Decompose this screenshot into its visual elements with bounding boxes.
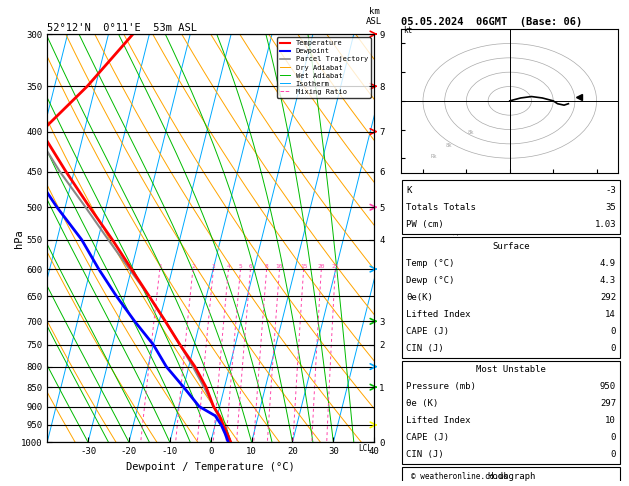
Text: 4.3: 4.3 [600,276,616,285]
Text: 4.9: 4.9 [600,259,616,268]
Text: K: K [406,186,411,195]
Text: CAPE (J): CAPE (J) [406,434,449,442]
Text: 292: 292 [600,293,616,302]
Text: 6: 6 [248,264,252,269]
Text: kt: kt [403,26,413,35]
Text: Rk: Rk [431,154,437,159]
Text: Hodograph: Hodograph [487,472,535,481]
Text: Surface: Surface [493,242,530,251]
Bar [402,180,620,234]
Text: 8k: 8k [446,143,452,148]
Text: -3: -3 [605,186,616,195]
Text: 05.05.2024  06GMT  (Base: 06): 05.05.2024 06GMT (Base: 06) [401,17,582,27]
Text: 4: 4 [226,264,230,269]
Text: 0: 0 [611,327,616,336]
Text: Lifted Index: Lifted Index [406,417,470,425]
Text: CAPE (J): CAPE (J) [406,327,449,336]
Text: km
ASL: km ASL [366,7,382,26]
Text: 52°12'N  0°11'E  53m ASL: 52°12'N 0°11'E 53m ASL [47,23,197,33]
Text: 0: 0 [611,434,616,442]
X-axis label: Dewpoint / Temperature (°C): Dewpoint / Temperature (°C) [126,462,295,472]
Text: 3: 3 [211,264,215,269]
Bar [402,237,620,358]
Text: θe(K): θe(K) [406,293,433,302]
Text: CIN (J): CIN (J) [406,450,443,459]
Text: 0: 0 [611,344,616,353]
Text: CIN (J): CIN (J) [406,344,443,353]
Text: θe (K): θe (K) [406,399,438,408]
Text: 5: 5 [238,264,242,269]
Text: 10: 10 [276,264,283,269]
Text: 1.03: 1.03 [594,220,616,229]
Text: Totals Totals: Totals Totals [406,203,476,212]
Text: hPa: hPa [14,229,25,247]
Text: 1: 1 [158,264,162,269]
Legend: Temperature, Dewpoint, Parcel Trajectory, Dry Adiabat, Wet Adiabat, Isotherm, Mi: Temperature, Dewpoint, Parcel Trajectory… [277,37,370,98]
Text: 8: 8 [265,264,269,269]
Text: 297: 297 [600,399,616,408]
Text: 25: 25 [331,264,339,269]
Text: 950: 950 [600,382,616,391]
Text: 2: 2 [191,264,195,269]
Text: 35: 35 [605,203,616,212]
Text: 20: 20 [318,264,325,269]
Text: Temp (°C): Temp (°C) [406,259,455,268]
Text: © weatheronline.co.uk: © weatheronline.co.uk [411,472,508,481]
Text: Mixing Ratio (g/kg): Mixing Ratio (g/kg) [452,187,460,289]
Text: PW (cm): PW (cm) [406,220,443,229]
Text: Most Unstable: Most Unstable [476,365,546,374]
Text: LCL: LCL [359,444,372,453]
Text: 10: 10 [605,417,616,425]
Text: 14: 14 [605,310,616,319]
Text: 0: 0 [611,450,616,459]
Text: 15: 15 [300,264,308,269]
Text: Lifted Index: Lifted Index [406,310,470,319]
Bar [402,467,620,486]
Bar [402,361,620,464]
Text: 8k: 8k [467,130,474,135]
Text: Dewp (°C): Dewp (°C) [406,276,455,285]
Text: Pressure (mb): Pressure (mb) [406,382,476,391]
